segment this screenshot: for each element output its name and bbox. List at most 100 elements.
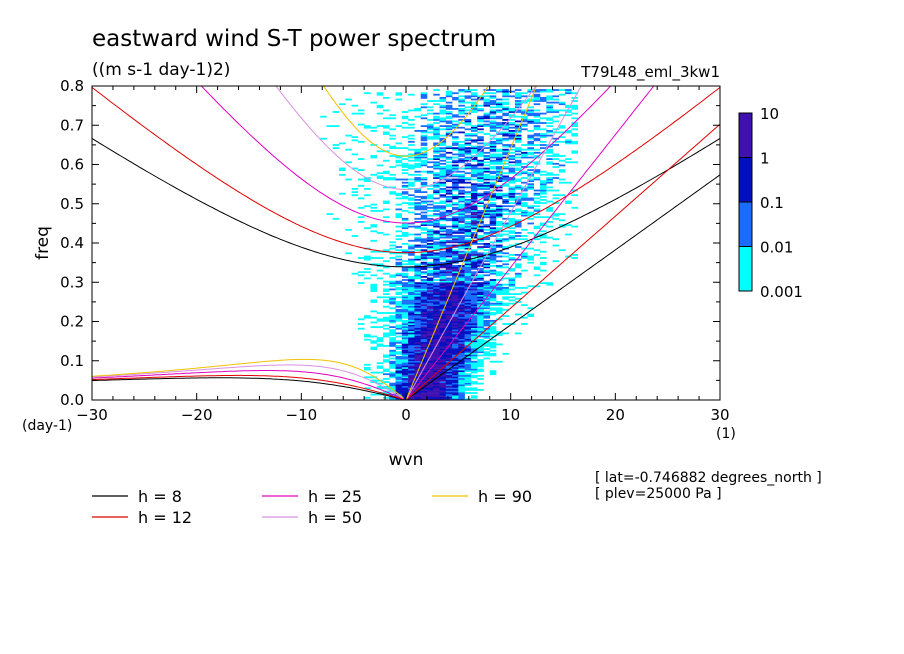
heatmap-cell — [552, 95, 560, 98]
heatmap-cell — [458, 323, 465, 325]
heatmap-cell — [426, 136, 434, 138]
heatmap-cell — [514, 139, 522, 142]
heatmap-cell — [458, 205, 465, 208]
heatmap-cell — [439, 301, 447, 303]
heatmap-cell — [370, 206, 377, 209]
heatmap-cell — [395, 92, 403, 95]
heatmap-cell — [464, 290, 472, 292]
heatmap-cell — [445, 269, 453, 272]
heatmap-cell — [345, 228, 352, 231]
heatmap-cell — [464, 378, 472, 380]
heatmap-cell — [370, 130, 377, 132]
heatmap-cell — [483, 195, 491, 198]
heatmap-cell — [464, 293, 472, 295]
heatmap-cell — [414, 348, 421, 350]
heatmap-cell — [477, 257, 484, 259]
heatmap-cell — [489, 222, 497, 225]
heatmap-cell — [502, 98, 509, 101]
heatmap-cell — [351, 136, 359, 138]
heatmap-cell — [439, 125, 447, 127]
heatmap-cell — [470, 315, 478, 317]
heatmap-cell — [426, 100, 434, 102]
heatmap-cell — [521, 202, 528, 204]
heatmap-cell — [502, 263, 509, 266]
heatmap-cell — [458, 211, 465, 214]
heatmap-cell — [558, 219, 566, 222]
heatmap-cell — [502, 90, 509, 93]
heatmap-cell — [496, 304, 503, 306]
heatmap-cell — [452, 97, 459, 99]
heatmap-cell — [483, 332, 491, 335]
heatmap-cell — [489, 140, 497, 143]
heatmap-cell — [401, 381, 409, 383]
heatmap-cell — [521, 120, 528, 123]
heatmap-cell — [477, 368, 484, 371]
heatmap-cell — [458, 291, 465, 294]
heatmap-cell — [470, 299, 478, 302]
heatmap-cell — [452, 252, 459, 255]
heatmap-cell — [464, 348, 472, 350]
heatmap-cell — [464, 263, 472, 266]
heatmap-cell — [452, 346, 459, 349]
heatmap-cell — [571, 108, 578, 110]
heatmap-cell — [477, 247, 484, 250]
heatmap-cell — [395, 313, 403, 316]
heatmap-cell — [439, 373, 447, 376]
heatmap-cell — [395, 255, 403, 258]
heatmap-cell — [445, 147, 453, 149]
heatmap-cell — [408, 376, 415, 379]
heatmap-cell — [408, 159, 415, 162]
heatmap-cell — [452, 272, 459, 275]
dispersion-curve-h8 — [92, 377, 404, 400]
heatmap-cell — [458, 197, 465, 200]
heatmap-cell — [426, 170, 434, 173]
heatmap-cell — [433, 362, 440, 365]
heatmap-cell — [489, 97, 497, 99]
heatmap-cell — [514, 92, 522, 95]
heatmap-cell — [408, 356, 415, 358]
heatmap-cell — [489, 111, 497, 113]
heatmap-cell — [464, 167, 472, 170]
heatmap-cell — [389, 319, 396, 322]
heatmap-cell — [401, 158, 409, 160]
heatmap-cell — [470, 92, 478, 95]
heatmap-cell — [502, 195, 509, 198]
heatmap-cell — [502, 101, 509, 104]
heatmap-cell — [489, 205, 497, 208]
heatmap-cell — [395, 272, 403, 275]
heatmap-cell — [395, 327, 403, 330]
heatmap-cell — [383, 288, 390, 291]
heatmap-cell — [445, 244, 453, 247]
heatmap-cell — [527, 114, 534, 117]
heatmap-cell — [489, 293, 497, 295]
heatmap-cell — [489, 258, 497, 261]
heatmap-cell — [414, 164, 421, 167]
heatmap-cell — [426, 254, 434, 256]
heatmap-cell — [521, 189, 528, 192]
heatmap-cell — [477, 123, 484, 126]
heatmap-cell — [433, 323, 440, 325]
heatmap-cell — [464, 156, 472, 159]
heatmap-cell — [439, 279, 447, 281]
heatmap-cell — [458, 100, 465, 102]
heatmap-cell — [546, 221, 553, 223]
heatmap-cell — [383, 378, 390, 380]
heatmap-cell — [408, 338, 415, 341]
heatmap-cell — [439, 280, 447, 283]
heatmap-cell — [489, 343, 497, 346]
heatmap-cell — [376, 338, 384, 341]
heatmap-cell — [357, 140, 365, 143]
heatmap-cell — [546, 158, 553, 160]
heatmap-cell — [483, 330, 491, 333]
heatmap-cell — [414, 206, 421, 209]
heatmap-cell — [508, 268, 516, 270]
heatmap-cell — [408, 287, 415, 289]
heatmap-cell — [527, 166, 534, 168]
heatmap-cell — [445, 315, 453, 317]
heatmap-cell — [420, 208, 428, 211]
heatmap-cell — [552, 238, 560, 241]
heatmap-cell — [401, 315, 409, 317]
heatmap-cell — [464, 120, 472, 123]
heatmap-cell — [414, 318, 421, 321]
heatmap-cell — [370, 287, 377, 289]
